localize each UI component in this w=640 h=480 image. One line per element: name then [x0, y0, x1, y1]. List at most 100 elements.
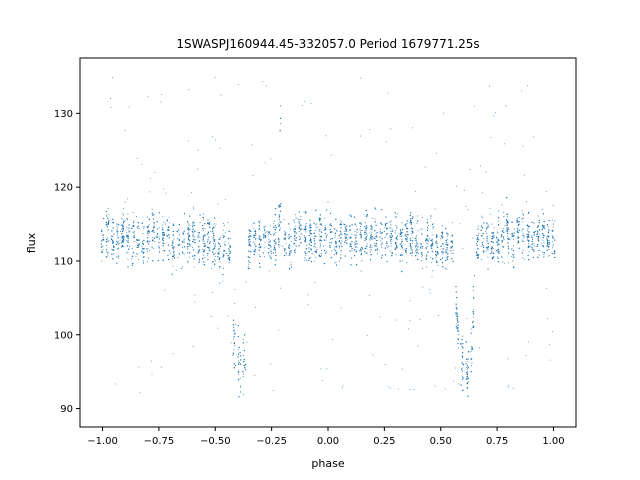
data-point [512, 245, 514, 247]
data-point [493, 247, 495, 249]
data-point [548, 249, 550, 251]
data-point [243, 393, 245, 395]
data-point [289, 229, 291, 231]
data-point [457, 337, 459, 339]
data-point [351, 233, 353, 235]
data-point [523, 237, 525, 239]
data-point [490, 252, 493, 254]
data-point [146, 260, 148, 263]
data-point [394, 232, 396, 234]
data-point [265, 231, 267, 233]
data-point [158, 236, 160, 238]
data-point [548, 239, 550, 241]
data-point [375, 208, 377, 210]
data-point [262, 237, 264, 239]
data-point [262, 234, 264, 236]
data-point [417, 230, 419, 232]
data-point [526, 229, 529, 231]
data-point [218, 267, 221, 269]
data-point [141, 245, 143, 247]
data-point [511, 255, 513, 257]
data-point [126, 252, 128, 254]
data-point [214, 244, 216, 246]
data-point [482, 217, 484, 219]
data-point [237, 349, 239, 351]
data-point [324, 217, 326, 219]
data-point [228, 247, 230, 250]
data-point [101, 260, 103, 262]
data-point [475, 234, 478, 236]
data-point [126, 219, 128, 221]
data-point [360, 270, 362, 272]
data-point [528, 251, 530, 253]
data-point [491, 249, 493, 251]
data-point [189, 225, 191, 227]
data-point [493, 227, 495, 229]
data-point [497, 240, 499, 242]
data-point [158, 252, 160, 254]
data-point [258, 235, 260, 237]
data-point [223, 222, 225, 224]
data-point [466, 361, 468, 363]
data-point [232, 338, 235, 340]
data-point [461, 339, 464, 341]
data-point [341, 234, 343, 236]
data-point [162, 216, 164, 218]
data-point [298, 224, 300, 226]
data-point [340, 244, 342, 246]
data-point [425, 259, 427, 261]
data-point [263, 226, 266, 228]
data-point [237, 374, 240, 376]
data-point [319, 243, 321, 245]
data-point [533, 250, 535, 252]
data-point [426, 254, 428, 256]
data-point [260, 246, 262, 248]
data-point [187, 229, 189, 231]
data-point [508, 253, 510, 255]
data-point [350, 229, 352, 231]
data-point [416, 241, 418, 243]
data-point [425, 247, 428, 249]
data-point [369, 251, 371, 253]
data-point [288, 244, 290, 246]
data-point [325, 237, 327, 239]
data-point [552, 226, 554, 228]
data-point [407, 237, 409, 239]
data-point [116, 227, 119, 229]
data-point [158, 227, 160, 229]
data-point [305, 231, 307, 233]
data-point [340, 250, 342, 252]
data-point [321, 223, 323, 225]
data-point [351, 249, 353, 251]
data-point [229, 250, 231, 252]
data-point [485, 250, 487, 252]
data-point [470, 358, 472, 360]
data-point [193, 266, 195, 268]
data-point [283, 247, 285, 249]
data-point [138, 245, 140, 247]
data-point [471, 362, 473, 364]
data-point [254, 243, 256, 245]
data-point [482, 244, 484, 246]
data-point [239, 351, 241, 353]
data-point [339, 237, 341, 239]
data-point [305, 255, 307, 257]
data-point [199, 236, 201, 238]
data-point [364, 234, 366, 236]
data-point [376, 235, 378, 237]
data-point [379, 228, 381, 230]
data-point [148, 223, 150, 225]
data-point [217, 253, 219, 255]
data-point [425, 248, 427, 250]
data-point [451, 222, 453, 224]
data-point [295, 214, 297, 216]
data-point [521, 230, 523, 232]
data-point [521, 218, 523, 220]
data-point [339, 220, 341, 222]
data-point [163, 242, 165, 244]
data-point [399, 235, 401, 237]
data-point [360, 226, 362, 228]
data-point [122, 214, 124, 216]
data-point [471, 328, 473, 330]
